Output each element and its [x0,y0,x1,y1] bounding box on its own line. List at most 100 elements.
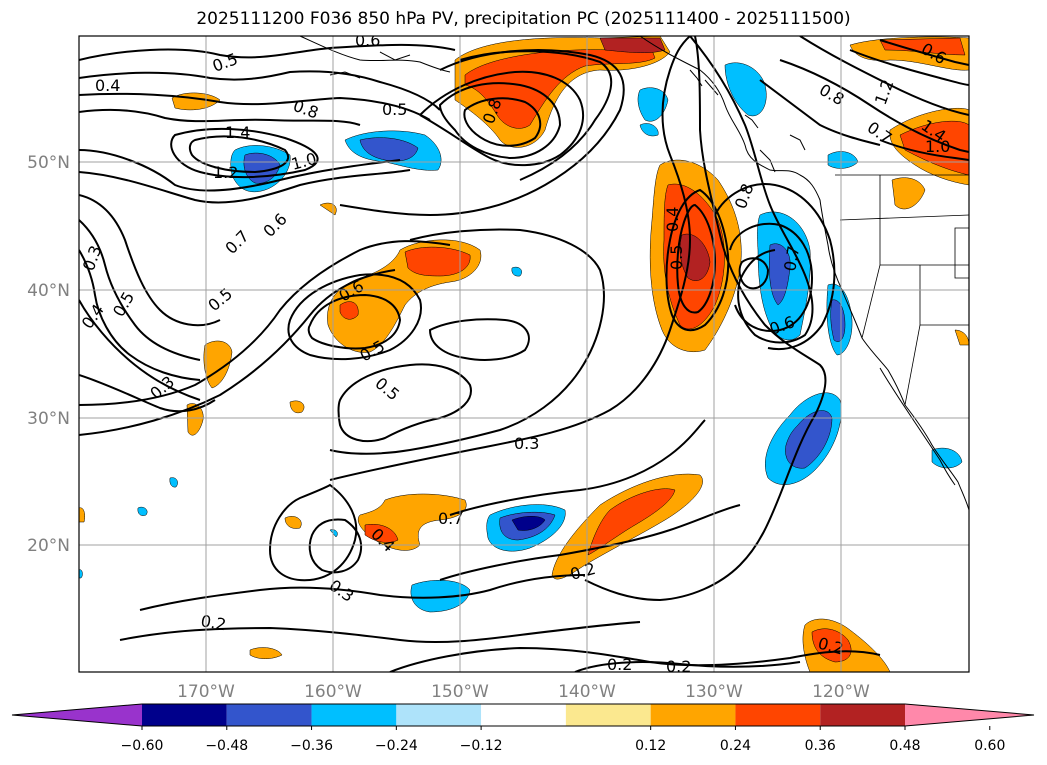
pv-contour [79,374,216,413]
colorbar: −0.60 −0.48 −0.36 −0.24 −0.12 0.12 0.24 0.36 0.4… [11,703,1035,754]
colorbar-extension-low [12,704,142,726]
lon-label: 170°W [177,682,235,702]
pv-contour [329,228,605,455]
pv-contour [879,139,969,161]
pv-contour [268,483,358,582]
precip-negative-area [931,447,963,469]
pv-contour [79,109,361,126]
colorbar-segment [735,704,821,726]
colorbar-tick-label: −0.36 [290,738,333,754]
pv-contour [308,518,363,574]
precip-positive-area [79,507,86,523]
pv-contour [79,240,451,406]
contour-label: 0.4 [663,207,682,232]
map-frame [78,35,970,673]
contour-label: 0.3 [514,434,539,453]
precip-positive-area [186,403,204,436]
pv-contour [689,36,814,344]
precip-positive-area [284,516,302,529]
map-title: 2025111200 F036 850 hPa PV, precipitatio… [196,9,851,29]
lat-label: 20°N [27,536,70,556]
precip-positive-area [879,37,966,56]
contour-label: 0.5 [382,100,407,119]
contour-label: 1.4 [225,123,250,142]
precip-positive-area [249,647,283,659]
colorbar-segment [226,704,312,726]
pv-contour [449,419,706,516]
contour-label: 0.4 [95,76,120,95]
pv-contour [463,97,542,147]
pv-contour [574,661,801,672]
precip-positive-area [891,177,926,210]
pv-contour [729,222,814,332]
state-borders [835,174,969,406]
precip-positive-area [339,301,359,320]
colorbar-segment [820,704,905,726]
colorbar-tick-label: 0.24 [720,738,751,754]
pv-contour [79,269,396,436]
pv-contour [307,293,402,350]
pv-contour [779,59,969,153]
coastlines [299,36,969,511]
colorbar-tick-label: 0.12 [635,738,666,754]
pv-contour [79,194,221,327]
precip-positive-area [954,329,969,346]
precip-positive-area [289,400,305,414]
precip-negative-area [169,477,178,488]
coastline-north-america [639,36,969,511]
pv-contour [337,363,472,443]
contour-label: 0.2 [607,655,632,674]
contour-label: 1.2 [213,163,238,182]
colorbar-segment [142,704,227,726]
colorbar-segment [311,704,397,726]
pv-contour [79,43,456,61]
lon-label: 120°W [812,682,870,702]
latitude-labels: 50°N 40°N 30°N 20°N [27,153,70,556]
pv-contour [759,79,881,146]
precip-negative-area [359,137,419,162]
pv-contour [439,504,741,581]
colorbar-tick-label: −0.12 [460,738,503,754]
pv-contour [665,188,730,332]
pv-contour [79,219,201,361]
precip-negative-area [329,529,338,538]
longitude-labels: 170°W 160°W 150°W 140°W 130°W 120°W [177,682,870,702]
precip-positive-area [364,524,399,543]
pv-contour [188,135,290,174]
contour-label: 1.0 [925,137,950,156]
pv-contour [339,49,625,217]
precip-positive-area [319,202,337,216]
pv-contour [879,39,969,66]
contour-label: 0.7 [438,509,463,528]
lon-label: 150°W [431,682,489,702]
pv-contour [584,36,827,602]
colorbar-tick-label: 0.48 [889,738,920,754]
colorbar-segment [565,704,651,726]
pv-contour [119,621,641,644]
coastline-islands [689,69,806,173]
lat-label: 40°N [27,281,70,301]
pv-contour [287,273,422,361]
pv-contour [139,574,586,611]
precip-positive-area [404,246,471,277]
pv-contour [329,36,692,481]
lat-label: 30°N [27,409,70,429]
precip-negative-area [137,506,148,516]
lon-label: 160°W [304,682,362,702]
lon-label: 130°W [685,682,743,702]
pv-contour [79,169,411,204]
pv-contour [714,183,836,351]
colorbar-extension-high [905,704,1034,726]
pv-contour [428,318,530,361]
contour-label: 0.6 [355,31,380,50]
pv-contour [79,299,201,401]
colorbar-segment [396,704,482,726]
contour-label: 0.5 [667,245,686,270]
pv-contour [79,92,431,121]
colorbar-tick-label: 0.60 [974,738,1005,754]
pv-contour [170,127,319,179]
colorbar-segment [650,704,736,726]
precip-positive-area [587,488,676,556]
pv-contour [79,70,441,111]
pv-contours [79,36,969,672]
